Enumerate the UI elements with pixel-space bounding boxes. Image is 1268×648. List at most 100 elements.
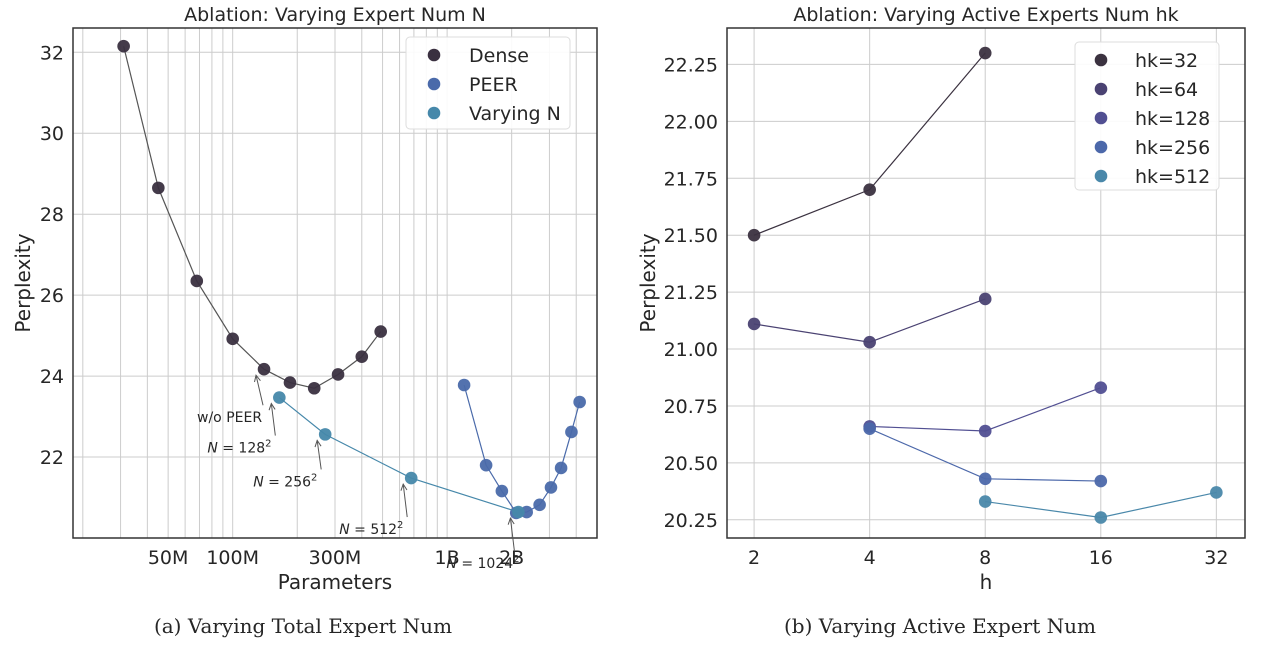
data-point — [479, 458, 493, 472]
axes-frame — [72, 27, 598, 539]
y-tick-label: 21.25 — [664, 282, 718, 304]
series-hk-64 — [747, 292, 992, 349]
data-point — [273, 391, 286, 404]
data-point — [331, 368, 345, 381]
series-line — [278, 397, 519, 513]
data-point — [863, 335, 876, 349]
series-varying-n — [273, 391, 525, 519]
x-tick-label: 100M — [206, 547, 259, 569]
legend-label: hk=128 — [1135, 108, 1210, 130]
data-point — [978, 472, 992, 486]
annotation-label: N = 5122 — [339, 520, 403, 538]
legend-marker — [1094, 111, 1108, 125]
annotation-arrowhead — [314, 439, 322, 448]
data-point — [318, 428, 332, 441]
x-tick-label: 32 — [1204, 547, 1228, 569]
x-tick-label: 4 — [864, 547, 876, 569]
data-point — [1210, 486, 1223, 499]
data-point — [565, 425, 578, 439]
y-tick-label: 22.25 — [664, 54, 718, 76]
x-tick-label: 2 — [748, 547, 760, 569]
series-hk-256 — [863, 422, 1108, 488]
data-point — [978, 46, 992, 60]
data-point — [404, 471, 418, 485]
data-point — [978, 292, 992, 306]
panel-right-chart: 2 4 8 16 32 20.25 20.50 20.75 21.00 21.25 21.50 21.… — [636, 4, 1246, 594]
y-tick-label: 32 — [40, 42, 64, 64]
annotation-arrow — [270, 403, 276, 436]
data-point — [1094, 474, 1108, 488]
data-point — [495, 484, 509, 498]
data-point — [1094, 511, 1108, 524]
legend-marker — [1094, 82, 1108, 96]
legend-marker — [1094, 140, 1108, 154]
y-tick-label: 24 — [40, 366, 64, 388]
series-hk-32 — [747, 46, 992, 242]
annotation-arrowhead — [507, 516, 515, 525]
data-point — [190, 274, 204, 288]
data-point — [863, 422, 876, 436]
y-axis-label: Perplexity — [11, 233, 35, 332]
annotation-label: N = 10242 — [446, 554, 519, 572]
annotation-arrow — [509, 518, 515, 552]
axes-frame — [726, 27, 1246, 539]
data-point — [554, 461, 568, 475]
caption-right: (b) Varying Active Expert Num — [784, 614, 1096, 638]
y-tick-label: 22 — [40, 447, 64, 469]
x-tick-label: 8 — [979, 547, 991, 569]
annotation-label: N = 2562 — [253, 472, 317, 490]
annotations: w/o PEER N = 1282 N = 2562 N = 5122 N = 1024… — [197, 374, 520, 572]
data-point — [747, 228, 761, 242]
data-point — [257, 362, 271, 376]
annotation-label: N = 1282 — [207, 439, 271, 457]
caption-left: (a) Varying Total Expert Num — [154, 614, 452, 638]
series-line — [123, 46, 382, 389]
data-point — [117, 39, 130, 53]
data-point — [374, 325, 387, 338]
data-point — [283, 376, 297, 389]
chart-title: Ablation: Varying Expert Num N — [184, 4, 486, 26]
data-point — [1094, 381, 1108, 395]
legend-marker — [427, 48, 441, 62]
y-tick-label: 20.50 — [664, 453, 718, 475]
y-axis-label: Perplexity — [636, 233, 660, 332]
y-tick-label: 22.00 — [664, 111, 718, 133]
data-point — [226, 332, 239, 346]
data-point — [978, 424, 992, 438]
y-tick-label: 26 — [40, 285, 64, 307]
legend-label: hk=32 — [1135, 50, 1198, 72]
y-tick-label: 21.50 — [664, 225, 718, 247]
annotation-arrow — [316, 440, 322, 470]
legend-marker — [1094, 53, 1108, 67]
y-tick-label: 20.25 — [664, 510, 718, 532]
annotation-arrowhead — [254, 374, 261, 383]
legend-marker — [1094, 169, 1108, 183]
data-point — [573, 395, 586, 409]
x-axis-label: Parameters — [278, 570, 392, 594]
data-point — [863, 183, 876, 196]
x-axis-label: h — [980, 570, 993, 594]
legend: hk=32 hk=64 hk=128 hk=256 hk=512 — [1074, 41, 1220, 191]
y-tick-label: 28 — [40, 204, 64, 226]
data-point — [978, 495, 992, 508]
annotation-arrow — [402, 484, 408, 518]
chart-title: Ablation: Varying Active Experts Num hk — [793, 4, 1178, 26]
y-tick-label: 21.00 — [664, 339, 718, 361]
x-tick-label: 2B — [499, 547, 524, 569]
x-tick-label: 50M — [148, 547, 189, 569]
data-point — [747, 317, 761, 331]
y-tick-label: 30 — [40, 123, 64, 145]
grid — [73, 28, 597, 538]
data-point — [533, 498, 546, 512]
data-point — [307, 381, 321, 395]
annotation-arrow — [255, 375, 264, 406]
data-point — [355, 350, 369, 363]
y-tick-label: 20.75 — [664, 396, 718, 418]
data-point — [512, 505, 525, 519]
x-tick-label: 16 — [1089, 547, 1113, 569]
series-line — [463, 384, 581, 514]
legend-label: Dense — [469, 45, 529, 67]
annotation-arrowhead — [400, 482, 408, 491]
legend-marker — [427, 77, 441, 91]
